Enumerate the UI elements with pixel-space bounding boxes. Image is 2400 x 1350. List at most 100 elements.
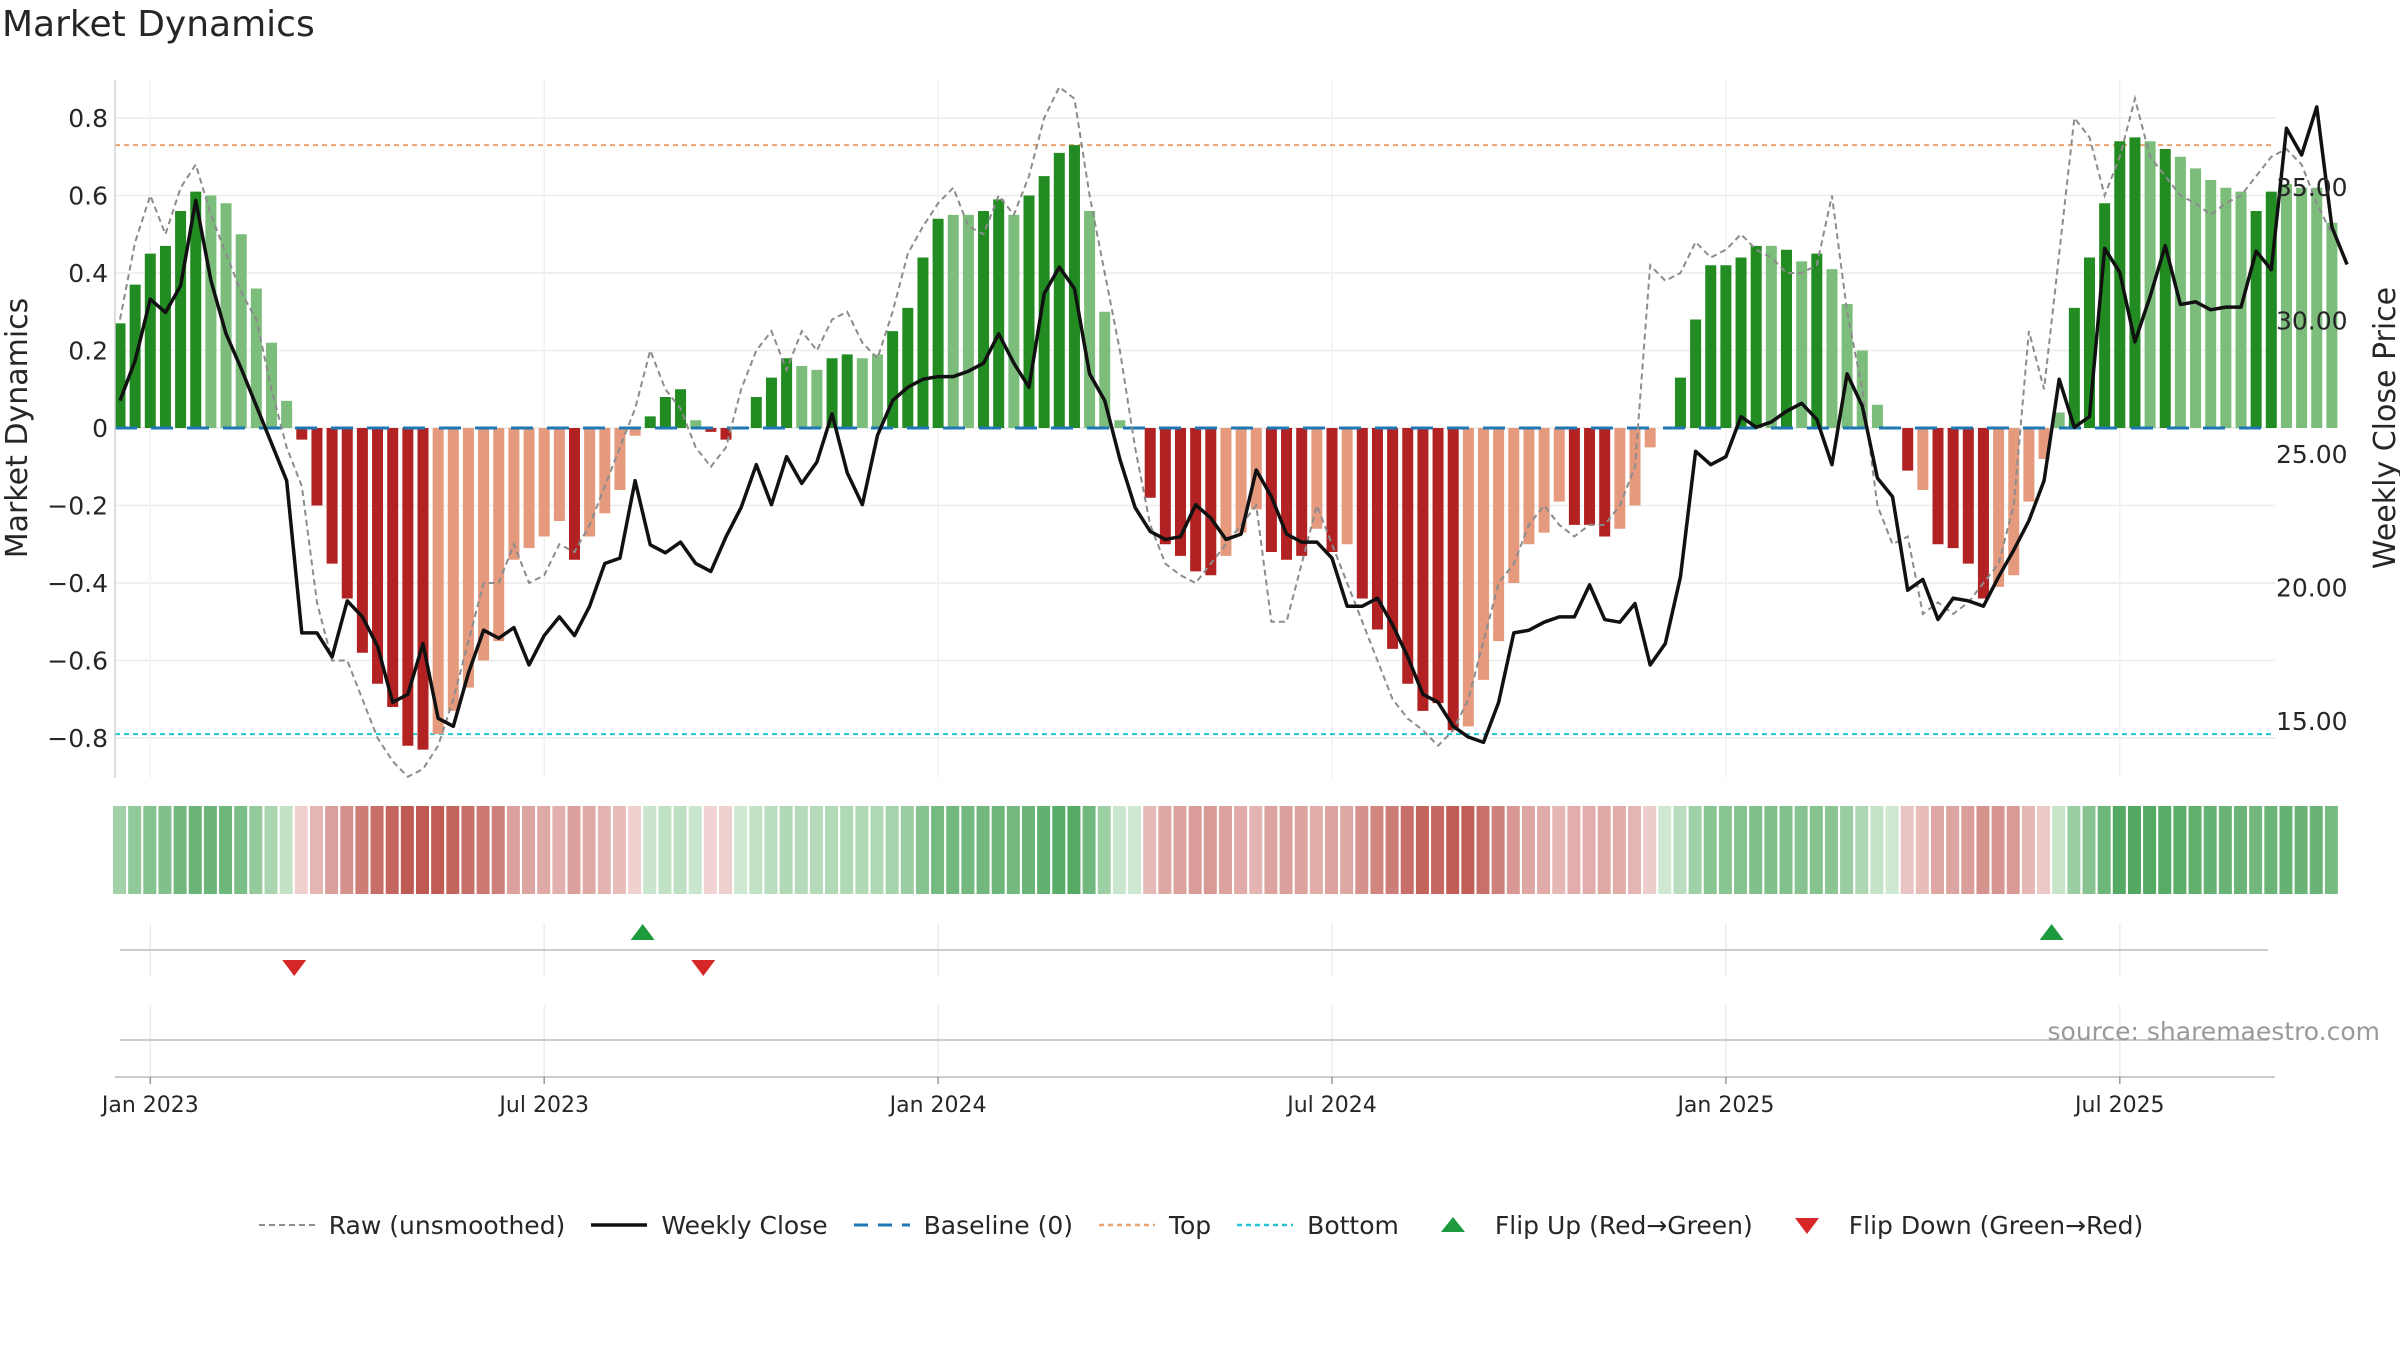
dynamics-bar bbox=[1341, 428, 1353, 545]
y-tick-label: 0 bbox=[92, 414, 108, 443]
dynamics-bar bbox=[1008, 214, 1020, 428]
heat-cell bbox=[794, 806, 808, 894]
weekly-close-line bbox=[118, 105, 2349, 745]
dynamics-bar bbox=[1175, 428, 1186, 556]
heat-cell bbox=[188, 806, 202, 894]
heat-cell bbox=[1173, 806, 1187, 894]
dynamics-bar bbox=[826, 358, 838, 428]
heat-cell bbox=[2173, 806, 2187, 894]
y-tick-label: −0.6 bbox=[47, 647, 108, 676]
dynamics-bar bbox=[1750, 245, 1762, 428]
y2-tick-label: 20.00 bbox=[2276, 574, 2348, 603]
flip-up-marker bbox=[630, 924, 655, 940]
x-tick-label: Jul 2024 bbox=[1285, 1093, 1377, 1118]
heat-cell bbox=[1385, 806, 1399, 894]
heat-cell bbox=[522, 806, 536, 894]
dynamics-bar bbox=[2280, 183, 2292, 428]
dynamics-bar bbox=[1371, 428, 1383, 630]
heat-cell bbox=[340, 806, 354, 894]
y-axis-left-ticks: 0.8 0.6 0.4 0.2 0 −0.2 −0.4 −0.6 −0.8 bbox=[47, 104, 108, 753]
heat-cell bbox=[203, 806, 217, 894]
dynamics-bar bbox=[1811, 253, 1823, 428]
heat-cell bbox=[2294, 806, 2308, 894]
heat-cell bbox=[1006, 806, 1020, 894]
dynamics-bar bbox=[1099, 311, 1111, 428]
heat-cell bbox=[1128, 806, 1142, 894]
y-tick-label: 0.8 bbox=[68, 104, 108, 133]
heat-cell bbox=[885, 806, 899, 894]
dynamics-bar bbox=[917, 257, 929, 428]
heat-cell bbox=[643, 806, 657, 894]
heat-cell bbox=[612, 806, 626, 894]
dynamics-bar bbox=[1674, 377, 1686, 428]
heat-cell bbox=[582, 806, 596, 894]
source-credit: source: sharemaestro.com bbox=[2048, 1017, 2381, 1046]
dynamics-bar bbox=[1356, 428, 1368, 599]
dynamics-bar bbox=[765, 377, 777, 428]
dynamics-bar bbox=[750, 397, 762, 428]
heat-cell bbox=[446, 806, 460, 894]
bottom-panel: source: sharemaestro.com Jan 2023 Jul 202… bbox=[100, 1005, 2380, 1118]
heat-cell bbox=[1582, 806, 1596, 894]
dynamics-bar bbox=[614, 428, 626, 490]
heat-cell bbox=[1218, 806, 1232, 894]
dynamics-bar bbox=[1902, 428, 1914, 471]
heat-cell bbox=[2052, 806, 2066, 894]
dynamics-bar bbox=[2265, 191, 2277, 428]
x-tick-label: Jan 2025 bbox=[1675, 1093, 1774, 1118]
legend-item: Raw (unsmoothed) bbox=[257, 1211, 565, 1240]
heat-cell bbox=[1158, 806, 1172, 894]
heat-cell bbox=[628, 806, 642, 894]
heat-cell bbox=[2112, 806, 2126, 894]
heat-cell bbox=[143, 806, 157, 894]
dynamics-bar bbox=[250, 288, 262, 428]
dynamics-bar bbox=[2235, 191, 2247, 428]
heat-cell bbox=[749, 806, 763, 894]
heat-cell bbox=[431, 806, 445, 894]
dynamics-bar bbox=[2023, 428, 2035, 502]
y-tick-label: −0.2 bbox=[47, 492, 108, 521]
heat-cell bbox=[991, 806, 1005, 894]
heat-cell bbox=[2021, 806, 2035, 894]
dynamics-bar bbox=[1432, 428, 1444, 704]
dynamics-bar bbox=[1326, 428, 1338, 552]
dynamics-bar bbox=[705, 428, 717, 432]
dotted-orange-line-icon bbox=[1097, 1215, 1157, 1235]
heat-cell bbox=[1976, 806, 1990, 894]
dynamics-bar bbox=[2205, 180, 2217, 428]
heat-cell bbox=[1855, 806, 1869, 894]
dynamics-bar bbox=[1644, 428, 1656, 448]
dynamics-bar bbox=[1402, 428, 1414, 684]
dynamics-bar bbox=[1205, 428, 1217, 576]
heat-cell bbox=[1612, 806, 1626, 894]
heat-cell bbox=[1355, 806, 1369, 894]
heat-cell bbox=[1279, 806, 1293, 894]
heat-cell bbox=[1658, 806, 1672, 894]
heat-cell bbox=[1370, 806, 1384, 894]
heat-cell bbox=[219, 806, 233, 894]
y-tick-label: 0.4 bbox=[68, 259, 108, 288]
dynamics-bar bbox=[417, 428, 429, 750]
heat-cell bbox=[734, 806, 748, 894]
dynamics-bar bbox=[175, 211, 187, 428]
dynamics-bar bbox=[190, 191, 202, 428]
dynamics-bar bbox=[296, 428, 308, 440]
dynamics-bar bbox=[2326, 222, 2338, 428]
dynamics-bar bbox=[1417, 428, 1429, 711]
heat-cell bbox=[703, 806, 717, 894]
heat-cell bbox=[158, 806, 172, 894]
dynamics-bar bbox=[432, 428, 444, 735]
dynamics-bar bbox=[508, 428, 520, 560]
dynamics-bar bbox=[1599, 428, 1611, 537]
heat-cell bbox=[840, 806, 854, 894]
heat-cell bbox=[567, 806, 581, 894]
heat-cell bbox=[764, 806, 778, 894]
dynamics-bar bbox=[993, 199, 1005, 428]
heat-cell bbox=[1703, 806, 1717, 894]
y-tick-label: 0.2 bbox=[68, 337, 108, 366]
dashed-gray-line-icon bbox=[257, 1215, 317, 1235]
heat-cell bbox=[2158, 806, 2172, 894]
dynamics-bar bbox=[659, 397, 671, 428]
heat-cell bbox=[931, 806, 945, 894]
flip-down-marker bbox=[282, 960, 307, 976]
